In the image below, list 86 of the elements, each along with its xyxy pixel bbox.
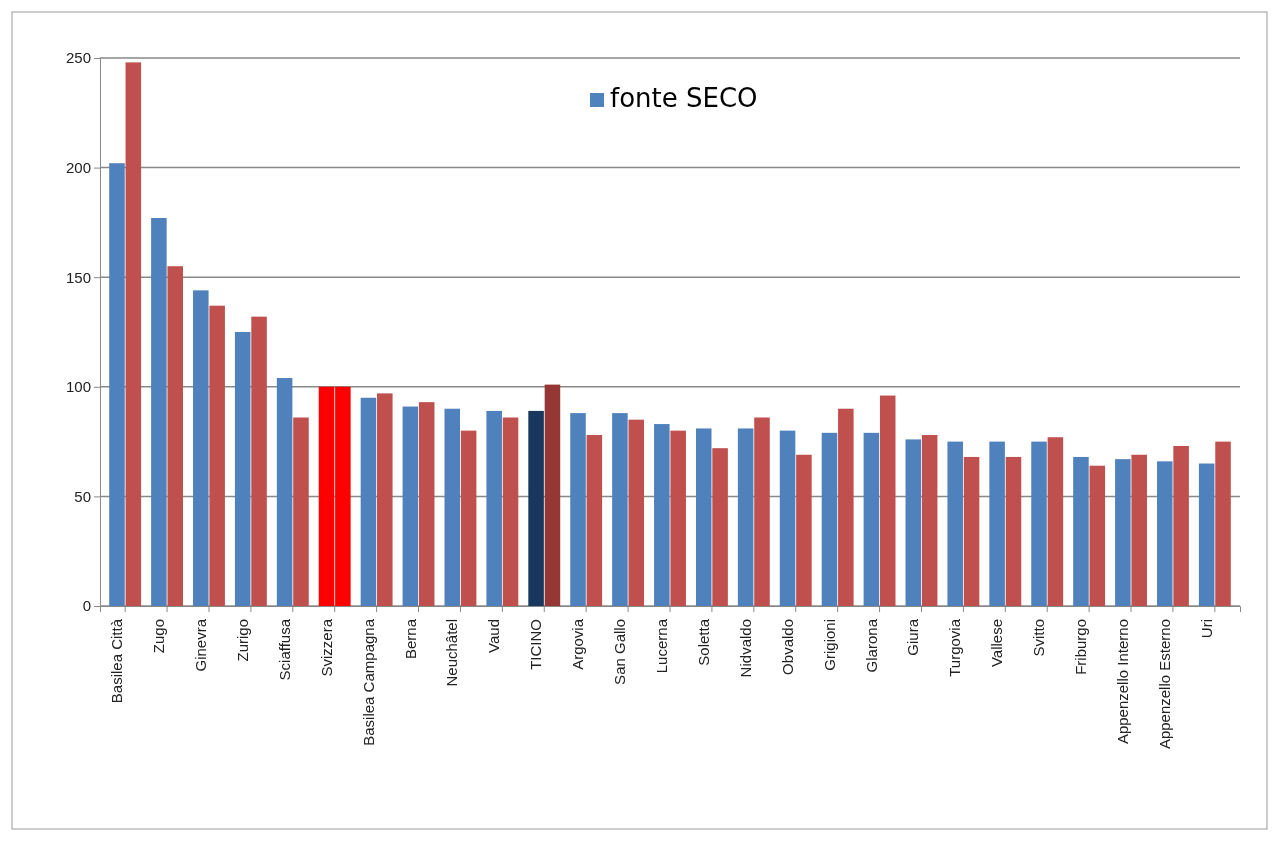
bar: [193, 290, 209, 606]
bar: [1198, 463, 1215, 606]
x-tick-label: Lucerna: [653, 618, 670, 674]
y-tick-label: 200: [65, 158, 91, 176]
bar: [167, 266, 184, 606]
bar: [796, 454, 812, 606]
x-tick-label: Sciaffusa: [275, 618, 293, 681]
x-tick-label: Vallese: [988, 619, 1006, 668]
bar: [905, 439, 922, 606]
bar: [921, 435, 938, 606]
x-tick-label: TICINO: [527, 619, 545, 670]
bar: [1131, 454, 1147, 606]
x-tick-label: Vaud: [485, 619, 503, 653]
x-tick-label: Neuchâtel: [443, 619, 461, 687]
x-tick-label: Basilea Campagna: [359, 618, 377, 746]
bar: [109, 163, 125, 606]
bar: [444, 408, 461, 606]
bar: [544, 384, 561, 606]
bar: [989, 441, 1005, 606]
x-tick-label: Giura: [904, 618, 922, 656]
x-tick-label: Argovia: [569, 618, 587, 670]
bar: [586, 435, 603, 606]
bar: [528, 410, 544, 606]
bar: [570, 413, 586, 606]
bar: [360, 397, 377, 606]
x-tick-label: Glarona: [862, 618, 880, 673]
x-tick-label: Appenzello Interno: [1114, 619, 1132, 745]
bar: [947, 441, 963, 606]
bar: [779, 430, 796, 606]
bar: [293, 417, 309, 606]
x-tick-label: Basilea Città: [108, 618, 126, 704]
x-tick-label: Obvaldo: [778, 619, 796, 675]
y-tick-label: 100: [65, 378, 91, 396]
y-tick-label: 250: [65, 49, 91, 67]
bar: [838, 408, 854, 606]
bar: [209, 305, 225, 606]
x-tick-label: Svizzera: [317, 618, 335, 677]
bar: [963, 456, 980, 606]
bar: [754, 417, 770, 606]
bar: [654, 424, 670, 606]
x-tick-label: Nidvaldo: [736, 619, 754, 678]
bar: [1173, 445, 1189, 606]
x-tick-label: San Gallo: [611, 619, 629, 685]
bar: [502, 417, 519, 606]
bar: [863, 432, 880, 606]
bar: [402, 406, 419, 606]
bar: [234, 332, 251, 606]
x-tick-label: Svitto: [1030, 619, 1048, 657]
bar: [276, 378, 293, 606]
y-tick-label: 0: [82, 597, 91, 615]
x-tick-label: Soletta: [694, 618, 712, 666]
bar: [460, 430, 477, 606]
bar: [1073, 456, 1089, 606]
x-tick-label: Zurigo: [233, 619, 251, 662]
bar: [125, 62, 142, 606]
bar: [377, 393, 393, 606]
bar: [251, 316, 267, 606]
bar: [1156, 461, 1173, 606]
bar: [486, 410, 502, 606]
x-tick-label: Appenzello Esterno: [1155, 619, 1173, 750]
x-tick-label: Turgovia: [946, 618, 964, 677]
x-tick-label: Friburgo: [1072, 619, 1090, 675]
y-tick-label: 150: [65, 268, 91, 286]
bar: [612, 413, 628, 606]
bar: [628, 419, 645, 606]
x-tick-label: Zugo: [150, 619, 168, 654]
bar: [712, 448, 728, 606]
bar: [1089, 465, 1106, 606]
bar: [1005, 456, 1022, 606]
bar: [670, 430, 686, 606]
bar: [1031, 441, 1047, 606]
bar: [737, 428, 754, 606]
bar: [1047, 437, 1064, 606]
bar: [418, 402, 435, 606]
bar: [695, 428, 712, 606]
bar: [151, 218, 167, 606]
legend-label: fonte SECO: [610, 83, 758, 113]
x-tick-label: Berna: [401, 618, 419, 660]
x-tick-label: Ginevra: [191, 618, 209, 672]
x-tick-label: Grigioni: [820, 619, 838, 671]
y-tick-label: 50: [74, 487, 91, 505]
x-tick-label: Uri: [1197, 619, 1215, 639]
bar: [1215, 441, 1231, 606]
bar: [821, 432, 838, 606]
bar: [879, 395, 896, 606]
bar: [1115, 459, 1131, 606]
